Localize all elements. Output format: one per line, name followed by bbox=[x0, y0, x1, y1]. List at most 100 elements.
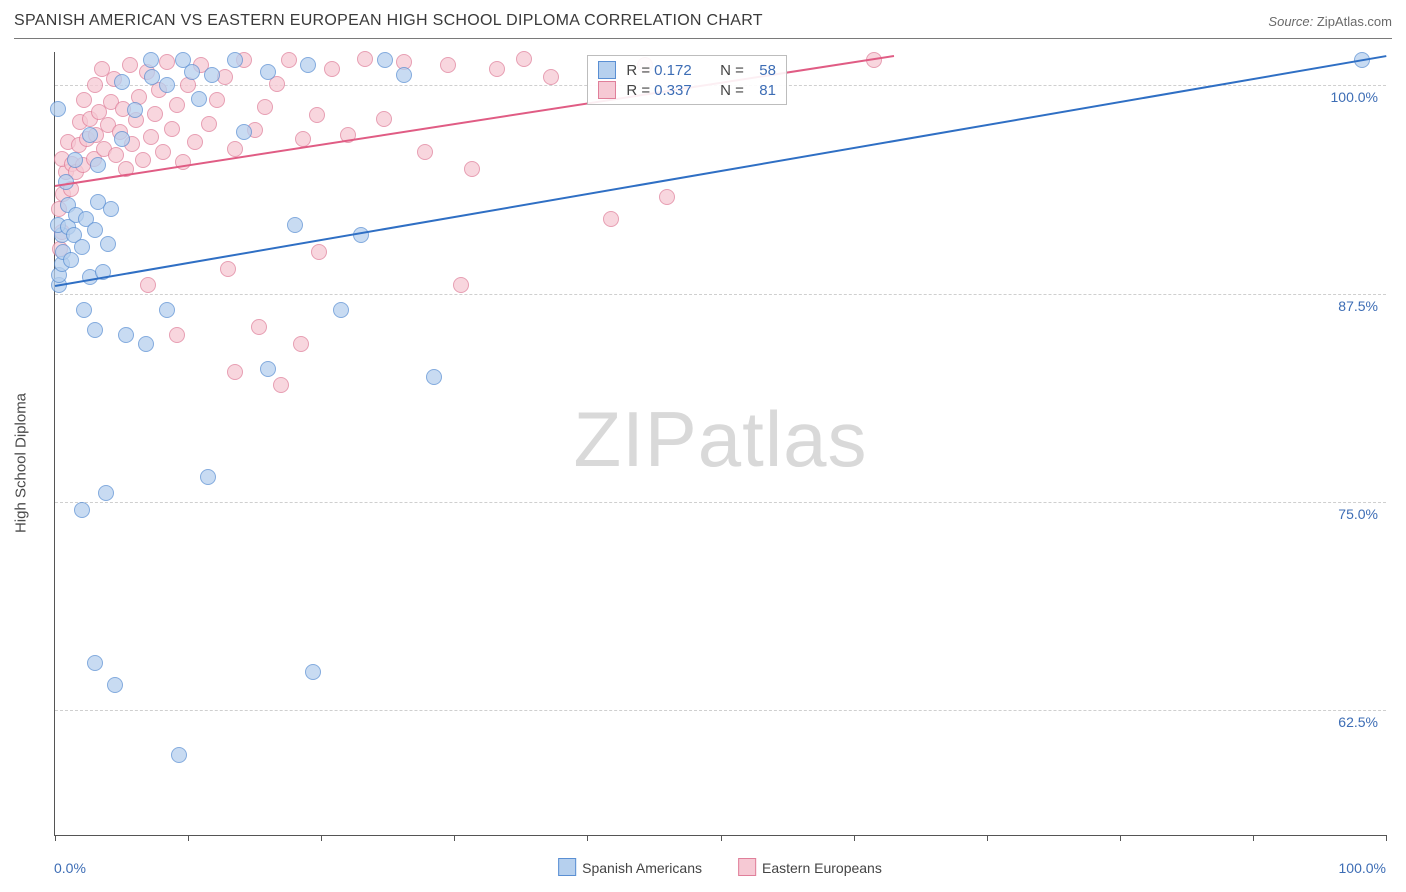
data-point-spanish bbox=[87, 222, 103, 238]
data-point-spanish bbox=[171, 747, 187, 763]
correlation-legend-row: R =0.172N =58 bbox=[588, 60, 786, 80]
data-point-spanish bbox=[118, 327, 134, 343]
data-point-spanish bbox=[200, 469, 216, 485]
data-point-eastern bbox=[311, 244, 327, 260]
x-axis-max-label: 100.0% bbox=[1339, 860, 1386, 876]
data-point-spanish bbox=[159, 302, 175, 318]
data-point-eastern bbox=[227, 364, 243, 380]
chart-source: Source: ZipAtlas.com bbox=[1268, 14, 1392, 29]
data-point-eastern bbox=[169, 97, 185, 113]
data-point-spanish bbox=[63, 252, 79, 268]
data-point-eastern bbox=[155, 144, 171, 160]
data-point-spanish bbox=[191, 91, 207, 107]
data-point-eastern bbox=[543, 69, 559, 85]
data-point-spanish bbox=[333, 302, 349, 318]
y-tick-label: 87.5% bbox=[1338, 298, 1378, 314]
y-tick-label: 62.5% bbox=[1338, 714, 1378, 730]
data-point-spanish bbox=[143, 52, 159, 68]
x-tick bbox=[188, 835, 189, 841]
r-label: R = bbox=[626, 82, 650, 99]
source-label: Source: bbox=[1268, 14, 1313, 29]
data-point-eastern bbox=[295, 131, 311, 147]
correlation-legend-row: R =0.337N =81 bbox=[588, 80, 786, 100]
watermark-zip: ZIP bbox=[573, 394, 697, 482]
data-point-eastern bbox=[257, 99, 273, 115]
data-point-spanish bbox=[260, 64, 276, 80]
data-point-spanish bbox=[287, 217, 303, 233]
x-tick bbox=[55, 835, 56, 841]
x-tick bbox=[1253, 835, 1254, 841]
data-point-eastern bbox=[164, 121, 180, 137]
data-point-eastern bbox=[464, 161, 480, 177]
y-tick-label: 75.0% bbox=[1338, 506, 1378, 522]
chart-header: SPANISH AMERICAN VS EASTERN EUROPEAN HIG… bbox=[14, 12, 1392, 39]
data-point-spanish bbox=[82, 127, 98, 143]
data-point-eastern bbox=[309, 107, 325, 123]
correlation-legend: R =0.172N =58R =0.337N =81 bbox=[587, 55, 787, 105]
gridline bbox=[55, 710, 1386, 711]
data-point-spanish bbox=[305, 664, 321, 680]
data-point-eastern bbox=[140, 277, 156, 293]
data-point-spanish bbox=[396, 67, 412, 83]
legend-swatch bbox=[598, 81, 616, 99]
data-point-spanish bbox=[184, 64, 200, 80]
data-point-eastern bbox=[357, 51, 373, 67]
data-point-spanish bbox=[74, 239, 90, 255]
gridline bbox=[55, 502, 1386, 503]
data-point-eastern bbox=[293, 336, 309, 352]
data-point-eastern bbox=[251, 319, 267, 335]
data-point-spanish bbox=[127, 102, 143, 118]
data-point-eastern bbox=[159, 54, 175, 70]
x-axis-row: 0.0% Spanish AmericansEastern Europeans … bbox=[54, 846, 1386, 876]
data-point-eastern bbox=[603, 211, 619, 227]
x-tick bbox=[854, 835, 855, 841]
data-point-spanish bbox=[76, 302, 92, 318]
y-axis-label: High School Diploma bbox=[13, 393, 30, 533]
data-point-eastern bbox=[453, 277, 469, 293]
x-tick bbox=[454, 835, 455, 841]
legend-label: Eastern Europeans bbox=[762, 860, 882, 876]
gridline bbox=[55, 294, 1386, 295]
data-point-eastern bbox=[659, 189, 675, 205]
data-point-spanish bbox=[87, 655, 103, 671]
data-point-eastern bbox=[273, 377, 289, 393]
data-point-eastern bbox=[516, 51, 532, 67]
bottom-legend: Spanish Americans Eastern Europeans bbox=[540, 858, 900, 876]
data-point-eastern bbox=[87, 77, 103, 93]
data-point-spanish bbox=[103, 201, 119, 217]
data-point-spanish bbox=[107, 677, 123, 693]
data-point-spanish bbox=[87, 322, 103, 338]
watermark: ZIPatlas bbox=[573, 393, 867, 484]
r-value: 0.337 bbox=[654, 82, 710, 99]
data-point-eastern bbox=[324, 61, 340, 77]
legend-item-eastern: Eastern Europeans bbox=[738, 858, 882, 876]
data-point-spanish bbox=[114, 74, 130, 90]
n-label: N = bbox=[720, 82, 744, 99]
x-tick bbox=[1120, 835, 1121, 841]
data-point-spanish bbox=[138, 336, 154, 352]
data-point-spanish bbox=[74, 502, 90, 518]
data-point-spanish bbox=[100, 236, 116, 252]
x-tick bbox=[321, 835, 322, 841]
data-point-eastern bbox=[147, 106, 163, 122]
legend-item-spanish: Spanish Americans bbox=[558, 858, 702, 876]
data-point-spanish bbox=[159, 77, 175, 93]
x-tick bbox=[1386, 835, 1387, 841]
data-point-eastern bbox=[417, 144, 433, 160]
x-tick bbox=[587, 835, 588, 841]
data-point-spanish bbox=[377, 52, 393, 68]
data-point-spanish bbox=[98, 485, 114, 501]
data-point-eastern bbox=[489, 61, 505, 77]
data-point-eastern bbox=[122, 57, 138, 73]
data-point-spanish bbox=[236, 124, 252, 140]
data-point-spanish bbox=[144, 69, 160, 85]
data-point-spanish bbox=[90, 157, 106, 173]
data-point-spanish bbox=[227, 52, 243, 68]
scatter-plot-area: ZIPatlas 62.5%75.0%87.5%100.0%R =0.172N … bbox=[54, 52, 1386, 836]
watermark-atlas: atlas bbox=[698, 394, 868, 482]
data-point-eastern bbox=[209, 92, 225, 108]
data-point-eastern bbox=[76, 92, 92, 108]
legend-swatch bbox=[738, 858, 756, 876]
x-tick bbox=[721, 835, 722, 841]
data-point-eastern bbox=[440, 57, 456, 73]
